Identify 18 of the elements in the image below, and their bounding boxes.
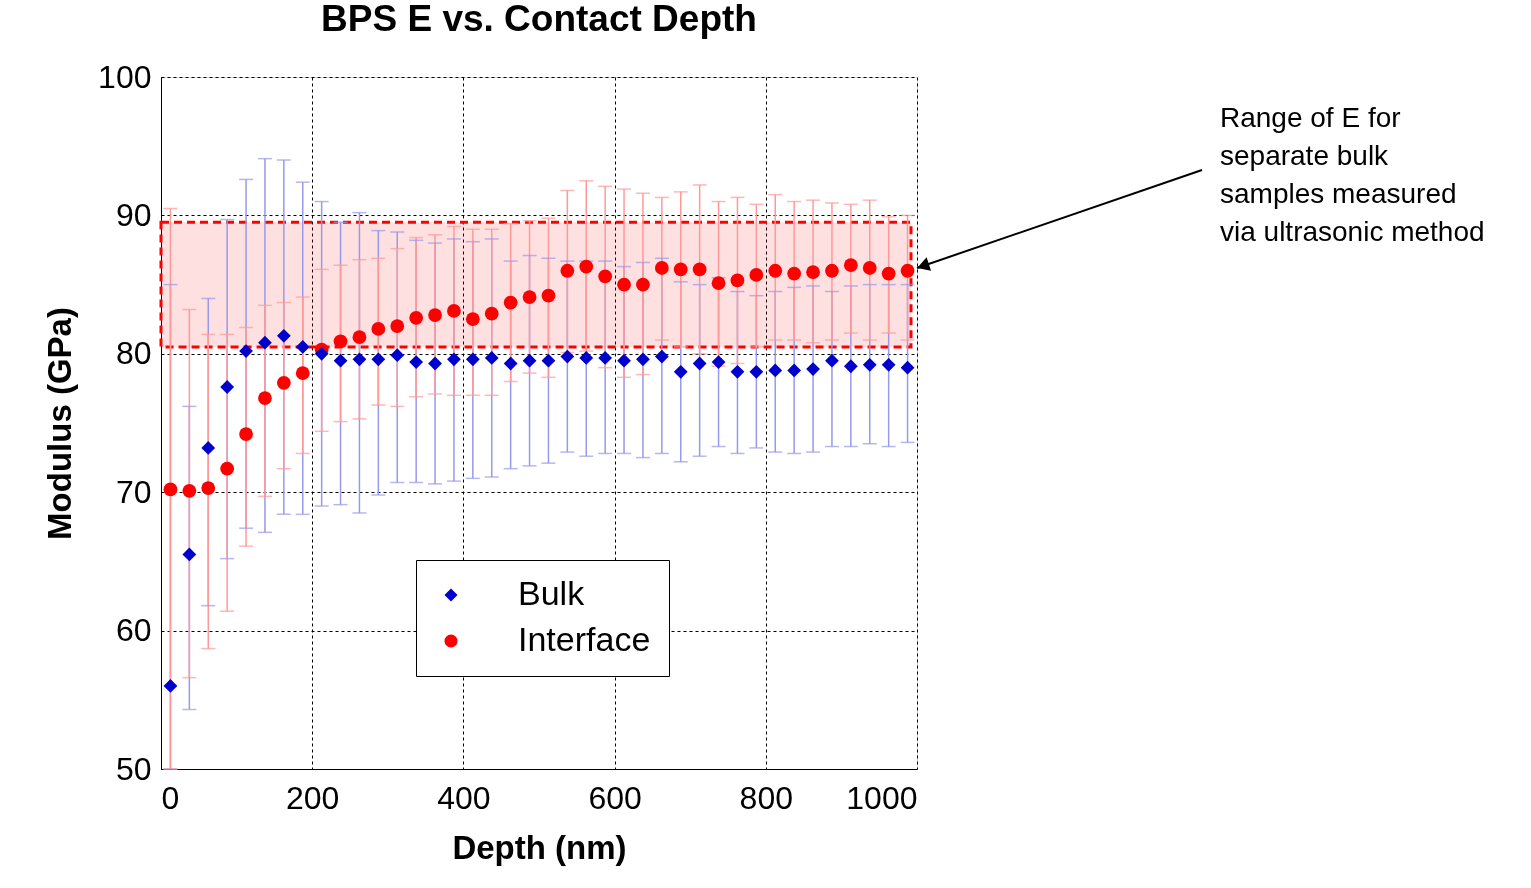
y-tick-label: 100 <box>98 58 152 95</box>
y-tick-label: 50 <box>115 750 152 787</box>
y-tick-label: 70 <box>115 473 152 510</box>
annotation: Range of E for separate bulk samples measured via ultrasonic method <box>1220 102 1485 247</box>
x-axis-title: Depth (nm) <box>452 828 627 866</box>
legend-label: Interface <box>518 620 651 658</box>
y-tick-label: 90 <box>115 196 152 233</box>
x-tick-label: 1000 <box>846 779 918 816</box>
y-tick-label: 80 <box>115 335 152 372</box>
x-tick-label: 200 <box>286 779 340 816</box>
x-tick-label: 400 <box>437 779 491 816</box>
chart-title: BPS E vs. Contact Depth <box>321 0 757 39</box>
x-tick-label: 0 <box>161 779 180 816</box>
y-tick-label: 60 <box>115 612 152 649</box>
y-axis-title: Modulus (GPa) <box>41 307 79 540</box>
legend-label: Bulk <box>518 574 586 612</box>
x-tick-label: 800 <box>739 779 793 816</box>
x-tick-label: 600 <box>588 779 642 816</box>
